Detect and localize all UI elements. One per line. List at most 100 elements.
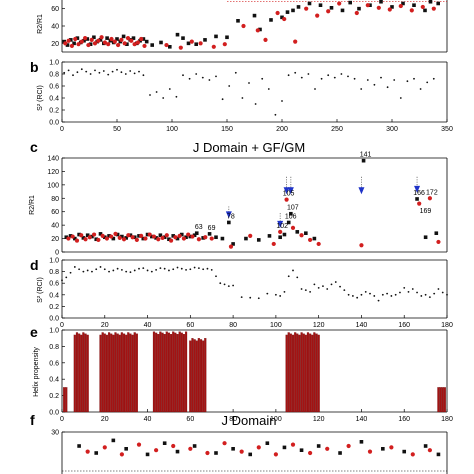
panel-a-point-black <box>307 1 312 6</box>
panel-b-point <box>287 74 290 77</box>
panel-b-point <box>149 94 151 96</box>
panel-d-point <box>223 283 226 286</box>
panel-f-point-red <box>389 445 394 450</box>
panel-a-point-black <box>65 43 70 47</box>
panel-a-point-red <box>387 7 392 12</box>
panel-c-point-black <box>137 234 141 238</box>
panel-c-point-black <box>132 235 137 240</box>
panel-c-point-red <box>190 234 195 239</box>
panel-c-point-black <box>107 234 111 238</box>
panel-d-point <box>334 281 337 283</box>
panel-f-point-red <box>367 449 373 454</box>
panel-d-point <box>420 295 423 297</box>
panel-b-point <box>366 79 369 81</box>
panel-e-bar <box>127 332 130 413</box>
panel-c-annotation: 172 <box>426 189 438 196</box>
panel-e-bar <box>189 340 192 413</box>
panel-c-point-black <box>220 236 225 241</box>
panel-b-point <box>281 100 283 102</box>
panel-a-point-black <box>368 3 372 7</box>
panel-d-point <box>399 291 401 294</box>
panel-e-bar <box>287 332 290 413</box>
panel-d-point <box>356 296 359 299</box>
panel-e-xtick-label: 140 <box>356 416 368 423</box>
panel-e-bar <box>112 334 115 413</box>
panel-c-annotation: 105 <box>283 191 295 198</box>
panel-d-xtick-label: 160 <box>398 322 410 329</box>
panel-c-point-black <box>64 235 69 240</box>
panel-d-point <box>292 269 294 272</box>
panel-f-point-black <box>381 447 385 451</box>
panel-f-point-black <box>316 444 321 448</box>
panel-b-point <box>347 75 349 78</box>
panel-c-point-red <box>209 236 214 241</box>
panel-d-point <box>219 282 222 285</box>
panel-b-point <box>320 77 323 80</box>
panel-e-bar <box>157 334 160 413</box>
panel-a-point-red <box>178 45 183 50</box>
panel-d-point <box>437 288 440 290</box>
panel-a-point-black <box>329 6 334 10</box>
panel-e-bar <box>291 334 295 413</box>
panel-f-point-red <box>85 449 90 454</box>
panel-c-point-red <box>121 237 127 242</box>
panel-b-point <box>419 88 422 90</box>
panel-b-point <box>221 98 224 101</box>
panel-f-title: J Domain <box>222 413 277 428</box>
panel-a-point-black <box>258 27 262 32</box>
panel-a-point-red <box>102 40 107 45</box>
panel-a-point-red <box>73 36 78 42</box>
panel-d-point <box>168 269 170 272</box>
panel-f-point-red <box>205 450 210 456</box>
panel-c-label: c <box>30 139 38 155</box>
panel-d-point <box>424 293 427 296</box>
panel-b-point <box>111 70 114 73</box>
panel-c-point-red <box>427 196 432 201</box>
panel-a-point-black <box>105 36 109 40</box>
panel-e-bar <box>125 334 128 413</box>
panel-b-point <box>360 88 363 90</box>
panel-e-bar <box>133 332 136 413</box>
panel-a-point-black <box>348 0 352 5</box>
panel-e-bar <box>75 332 79 413</box>
panel-e-bar <box>135 333 138 413</box>
panel-d-point <box>116 267 119 270</box>
panel-a-point-red <box>398 3 403 9</box>
panel-c-point-red <box>104 236 110 241</box>
panel-a-point-black <box>296 5 301 9</box>
panel-c-point-red <box>278 229 283 234</box>
panel-a-ylabel: R2/R1 <box>37 14 44 34</box>
panel-e-bar <box>302 333 305 413</box>
panel-c-arrow-head <box>225 211 232 219</box>
panel-b-ytick-label: 0.4 <box>49 96 59 103</box>
panel-c-point-red <box>96 237 101 243</box>
panel-e-ytick-label: 0.8 <box>49 344 59 351</box>
panel-c-point-black <box>162 235 167 240</box>
panel-c-point-black <box>361 158 366 163</box>
panel-e-bar <box>122 333 126 413</box>
panel-a-point-red <box>420 4 425 10</box>
panel-c-point-red <box>70 234 75 239</box>
panel-b-point <box>76 71 79 74</box>
panel-e-xtick-label: 20 <box>101 416 109 423</box>
panel-d-xtick-label: 0 <box>60 322 64 329</box>
panel-f-point-black <box>192 444 197 448</box>
panel-b-point <box>155 91 158 93</box>
panel-d-point <box>394 293 397 296</box>
panel-e-bar <box>172 331 175 413</box>
panel-c-point-red <box>168 238 174 243</box>
panel-a-point-red <box>189 39 194 44</box>
panel-b-xtick-label: 300 <box>386 126 398 133</box>
panel-d-point <box>73 266 76 268</box>
panel-e: e Helix propensity 0.00.20.40.60.81.00 20… <box>30 324 453 423</box>
panel-a-point-black <box>72 41 76 46</box>
panel-c-point-black <box>175 236 180 241</box>
panel-d-point <box>296 276 299 279</box>
panel-d-xtick-label: 20 <box>101 322 109 329</box>
panel-b-point <box>254 103 257 105</box>
panel-a-point-red <box>376 5 381 10</box>
panel-b-point <box>426 81 429 84</box>
panel-c-point-black <box>124 236 128 240</box>
panel-d-point <box>266 292 269 295</box>
panel-d-point <box>232 284 235 287</box>
